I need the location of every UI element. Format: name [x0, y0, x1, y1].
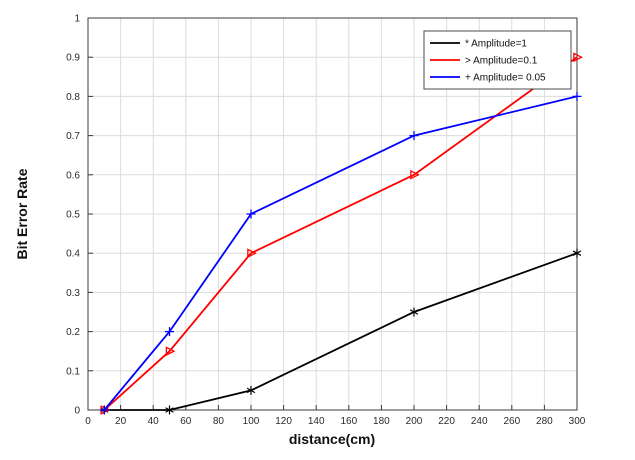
x-tick-label: 100 [243, 416, 260, 427]
x-tick-label: 120 [275, 416, 292, 427]
marker-triangle-right [410, 169, 420, 180]
series-line [103, 56, 578, 411]
y-tick-label: 0.5 [66, 210, 80, 221]
x-tick-label: 220 [438, 416, 455, 427]
legend-item: + Amplitude= 0.05 [430, 73, 546, 84]
x-tick-label: 180 [373, 416, 390, 427]
x-tick-label: 80 [213, 416, 225, 427]
marker-triangle-right [573, 52, 583, 63]
marker-asterisk [246, 387, 256, 394]
y-tick-label: 0.2 [66, 327, 80, 338]
x-tick-label: 60 [180, 416, 192, 427]
legend-label: + Amplitude= 0.05 [465, 73, 546, 84]
y-tick-label: 0.8 [66, 92, 80, 103]
legend-label: > Amplitude=0.1 [465, 56, 538, 67]
plot-area: 0 20 40 60 80 100 120 140 160 180 200 220 240 260 280 3… [66, 14, 586, 428]
y-tick-label: 0.4 [66, 249, 80, 260]
marker-asterisk [409, 309, 419, 315]
data-series-2 [99, 91, 582, 415]
x-tick-label: 280 [536, 416, 553, 427]
x-tick-label: 140 [308, 416, 325, 427]
y-tick-label: 1 [74, 14, 80, 25]
legend-item: * Amplitude=1 [430, 39, 527, 50]
marker-asterisk [165, 407, 174, 413]
x-tick-label: 160 [340, 416, 357, 427]
y-tick-label: 0.7 [66, 131, 80, 142]
x-tick-label: 40 [148, 416, 160, 427]
marker-triangle-right [165, 346, 176, 357]
y-tick-label: 0.9 [66, 53, 80, 64]
y-tick-label: 0.6 [66, 170, 80, 181]
x-tick-label: 240 [471, 416, 488, 427]
x-tick-label: 300 [569, 416, 586, 427]
x-tick-label: 0 [85, 416, 91, 427]
y-tick-label: 0.1 [66, 366, 80, 377]
x-tick-label: 260 [503, 416, 520, 427]
x-axis-label: distance(cm) [289, 431, 375, 447]
marker-triangle-right [247, 248, 257, 259]
data-series-1 [100, 52, 583, 415]
legend-label: * Amplitude=1 [465, 39, 527, 50]
y-tick-label: 0 [74, 406, 80, 417]
y-axis-label: Bit Error Rate [14, 168, 30, 259]
y-tick-label: 0.3 [66, 288, 80, 299]
x-tick-label: 200 [406, 416, 423, 427]
legend: * Amplitude=1 > Amplitude=0.1 + Amplitude=… [423, 30, 572, 90]
x-tick-label: 20 [115, 416, 127, 427]
legend-item: > Amplitude=0.1 [430, 56, 538, 67]
marker-asterisk [572, 250, 582, 256]
